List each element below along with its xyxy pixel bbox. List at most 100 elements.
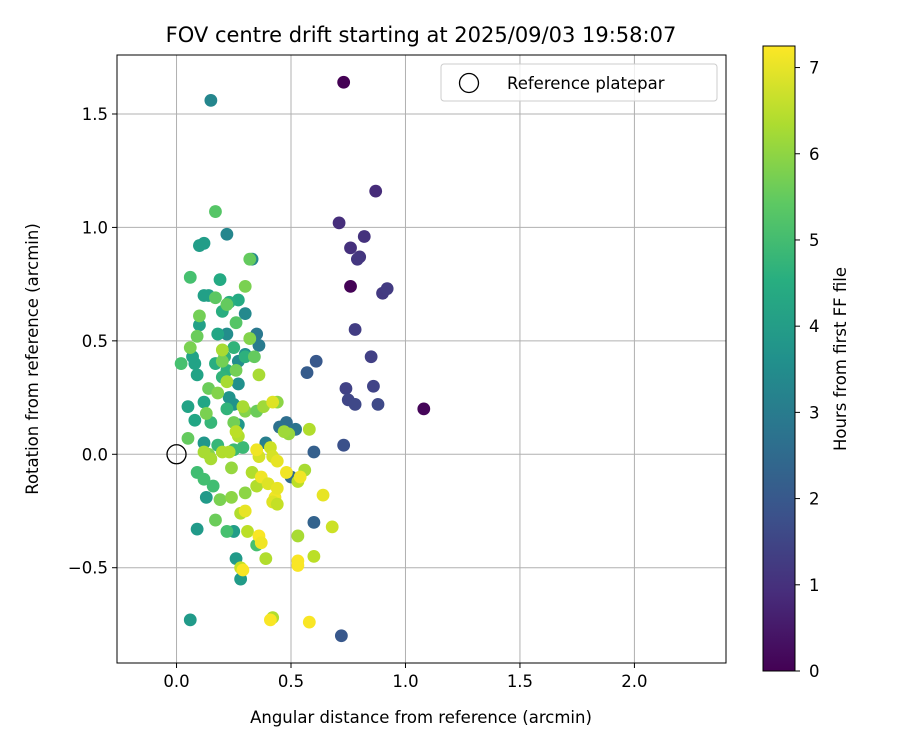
reference-marker bbox=[166, 444, 187, 465]
scatter-point bbox=[344, 241, 357, 255]
scatter-point bbox=[197, 472, 211, 486]
x-axis-label: Angular distance from reference (arcmin) bbox=[250, 708, 592, 727]
scatter-point bbox=[280, 466, 293, 479]
scatter-point bbox=[241, 525, 254, 538]
scatter-point bbox=[334, 629, 348, 643]
scatter-point bbox=[209, 513, 222, 527]
scatter-point bbox=[348, 323, 362, 336]
scatter-point bbox=[225, 490, 238, 504]
scatter-point bbox=[236, 563, 250, 577]
colorbar-ticks: 0 1 2 3 4 5 6 7 bbox=[795, 59, 820, 681]
scatter-point bbox=[325, 520, 339, 534]
scatter-point bbox=[211, 386, 225, 400]
scatter-point bbox=[220, 402, 234, 416]
scatter-point bbox=[277, 425, 291, 438]
colorbar-tick-label: 1 bbox=[809, 576, 820, 595]
scatter-point bbox=[229, 363, 243, 377]
x-tick-label: 1.0 bbox=[392, 672, 418, 691]
legend-label-reference-platepar: Reference platepar bbox=[507, 74, 665, 93]
scatter-point bbox=[193, 309, 206, 323]
scatter-point bbox=[225, 461, 238, 475]
scatter-point bbox=[199, 490, 213, 504]
scatter-point bbox=[254, 536, 268, 550]
x-tick-label: 0.0 bbox=[163, 672, 189, 691]
scatter-point bbox=[337, 438, 351, 452]
scatter-point bbox=[204, 93, 218, 107]
y-axis-ticks: −0.5 0.0 0.5 1.0 1.5 bbox=[68, 105, 117, 578]
scatter-point bbox=[227, 341, 241, 355]
scatter-point bbox=[220, 327, 234, 341]
scatter-point bbox=[316, 488, 330, 502]
scatter-point bbox=[300, 366, 314, 380]
scatter-point bbox=[293, 470, 307, 484]
scatter-point bbox=[380, 282, 394, 296]
scatter-point bbox=[199, 407, 213, 420]
scatter-point bbox=[417, 402, 431, 416]
scatter-point bbox=[307, 549, 321, 563]
grid-lines bbox=[117, 55, 726, 663]
scatter-point bbox=[213, 273, 227, 286]
scatter-point bbox=[181, 432, 195, 445]
y-tick-label: 0.0 bbox=[82, 445, 108, 464]
scatter-point bbox=[206, 479, 220, 493]
scatter-point bbox=[339, 382, 353, 395]
scatter-point bbox=[266, 395, 280, 409]
y-tick-label: −0.5 bbox=[68, 559, 108, 578]
y-axis-label: Rotation from reference (arcmin) bbox=[23, 223, 42, 495]
scatter-point bbox=[211, 327, 225, 341]
chart-title: FOV centre drift starting at 2025/09/03 … bbox=[166, 23, 677, 47]
scatter-point bbox=[344, 280, 357, 293]
plot-frame bbox=[116, 54, 727, 664]
scatter-point bbox=[371, 397, 385, 411]
y-tick-label: 1.5 bbox=[82, 105, 108, 124]
scatter-point bbox=[307, 515, 321, 529]
scatter-point bbox=[215, 343, 229, 357]
scatter-point bbox=[183, 613, 197, 627]
scatter-point bbox=[190, 368, 204, 382]
colorbar: 0 1 2 3 4 5 6 7 Hours from first FF file bbox=[762, 45, 850, 681]
scatter-point bbox=[204, 452, 218, 466]
scatter-point bbox=[220, 298, 234, 311]
scatter-point bbox=[291, 559, 305, 572]
scatter-point bbox=[350, 252, 364, 266]
y-tick-label: 0.5 bbox=[82, 332, 108, 351]
scatter-point bbox=[270, 497, 284, 511]
scatter-point bbox=[252, 368, 266, 382]
colorbar-tick-label: 5 bbox=[809, 231, 820, 250]
x-tick-label: 2.0 bbox=[621, 672, 647, 691]
legend-box bbox=[440, 63, 718, 102]
scatter-point bbox=[357, 230, 371, 243]
scatter-point bbox=[243, 252, 257, 266]
scatter-point bbox=[238, 280, 252, 293]
scatter-point bbox=[250, 443, 264, 457]
scatter-point bbox=[367, 379, 380, 393]
scatter-point bbox=[243, 332, 257, 345]
colorbar-label: Hours from first FF file bbox=[831, 267, 850, 451]
scatter-point bbox=[183, 341, 197, 355]
scatter-point bbox=[238, 307, 252, 321]
x-tick-label: 0.5 bbox=[278, 672, 304, 691]
scatter-point bbox=[197, 395, 211, 409]
scatter-point bbox=[238, 350, 252, 364]
colorbar-tick-label: 7 bbox=[809, 59, 820, 78]
colorbar-tick-label: 3 bbox=[809, 403, 820, 422]
scatter-point bbox=[190, 522, 204, 536]
scatter-point bbox=[238, 486, 252, 500]
scatter-point bbox=[220, 525, 234, 538]
scatter-point bbox=[181, 400, 195, 414]
colorbar-tick-label: 0 bbox=[809, 662, 820, 681]
colorbar-tick-label: 2 bbox=[809, 490, 820, 509]
scatter-point bbox=[302, 615, 316, 629]
scatter-point bbox=[215, 354, 229, 368]
scatter-point bbox=[263, 613, 277, 627]
scatter-point bbox=[222, 445, 236, 459]
colorbar-tick-label: 4 bbox=[809, 317, 820, 336]
scatter-point bbox=[188, 413, 202, 427]
x-axis-ticks: 0.0 0.5 1.0 1.5 2.0 bbox=[163, 663, 648, 691]
scatter-point bbox=[174, 357, 188, 370]
scatter-point bbox=[307, 445, 321, 459]
scatter-point bbox=[213, 493, 227, 507]
scatter-point bbox=[369, 184, 383, 198]
legend: Reference platepar bbox=[440, 63, 718, 102]
